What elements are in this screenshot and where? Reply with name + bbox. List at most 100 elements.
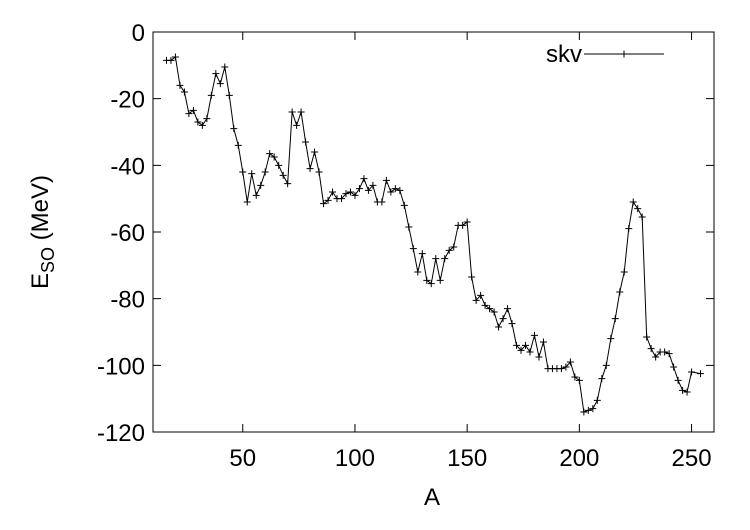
point-marker — [629, 198, 637, 206]
point-marker — [405, 223, 413, 231]
point-marker — [562, 363, 570, 371]
point-marker — [230, 125, 238, 133]
point-marker — [611, 315, 619, 323]
point-marker — [584, 406, 592, 414]
point-marker — [346, 188, 354, 196]
point-marker — [495, 323, 503, 331]
point-marker — [481, 301, 489, 309]
point-marker — [490, 308, 498, 316]
point-marker — [212, 70, 220, 78]
point-marker — [414, 268, 422, 276]
point-marker — [320, 200, 328, 208]
point-marker — [508, 320, 516, 328]
point-marker — [522, 341, 530, 349]
point-marker — [580, 408, 588, 416]
point-marker — [499, 315, 507, 323]
point-marker — [423, 276, 431, 284]
point-marker — [652, 353, 660, 361]
point-marker — [176, 81, 184, 89]
point-marker — [207, 91, 215, 99]
point-marker — [396, 186, 404, 194]
point-marker — [409, 245, 417, 253]
point-marker — [634, 205, 642, 213]
point-marker — [616, 288, 624, 296]
point-marker — [266, 150, 274, 158]
point-marker — [167, 56, 175, 64]
point-marker — [248, 170, 256, 178]
point-marker — [665, 350, 673, 358]
point-marker — [670, 363, 678, 371]
point-marker — [288, 108, 296, 116]
point-marker — [194, 118, 202, 126]
point-marker — [472, 296, 480, 304]
point-marker — [593, 396, 601, 404]
point-marker — [477, 291, 485, 299]
y-label-sub: SO — [38, 247, 58, 273]
point-marker — [360, 175, 368, 183]
point-marker — [643, 333, 651, 341]
point-marker — [252, 191, 260, 199]
point-marker — [638, 213, 646, 221]
point-marker — [180, 88, 188, 96]
point-marker — [203, 115, 211, 123]
point-marker — [225, 91, 233, 99]
point-marker — [337, 195, 345, 203]
point-marker — [391, 185, 399, 193]
point-marker — [607, 335, 615, 343]
y-tick-label: 0 — [132, 20, 145, 47]
point-marker — [697, 370, 705, 378]
point-marker — [674, 376, 682, 384]
point-marker — [436, 276, 444, 284]
point-marker — [275, 161, 283, 169]
point-marker — [441, 255, 449, 263]
point-marker — [625, 225, 633, 233]
point-marker — [647, 345, 655, 353]
x-tick-label: 150 — [447, 445, 487, 472]
point-marker — [400, 201, 408, 209]
y-tick-label: -80 — [110, 287, 145, 314]
point-marker — [364, 186, 372, 194]
point-marker — [311, 148, 319, 156]
y-tick-label: -120 — [97, 420, 145, 447]
point-marker — [535, 353, 543, 361]
point-marker — [526, 348, 534, 356]
point-marker — [463, 218, 471, 226]
point-marker — [450, 243, 458, 251]
point-marker — [387, 188, 395, 196]
point-marker — [216, 80, 224, 88]
point-marker — [293, 121, 301, 129]
point-marker — [261, 168, 269, 176]
point-marker — [504, 305, 512, 313]
point-marker — [306, 165, 314, 173]
point-marker — [459, 221, 467, 229]
point-marker — [302, 138, 310, 146]
point-marker — [589, 405, 597, 413]
point-marker — [351, 191, 359, 199]
point-marker — [486, 305, 494, 313]
point-marker — [517, 346, 525, 354]
point-marker — [342, 190, 350, 198]
point-marker — [329, 188, 337, 196]
point-marker — [355, 185, 363, 193]
x-tick-label: 100 — [335, 445, 375, 472]
point-marker — [427, 280, 435, 288]
point-marker — [575, 376, 583, 384]
x-tick-label: 250 — [672, 445, 712, 472]
point-marker — [189, 106, 197, 114]
y-tick-label: -20 — [110, 87, 145, 114]
point-marker — [171, 53, 179, 61]
point-marker — [315, 168, 323, 176]
y-label-main: E — [27, 273, 54, 289]
point-marker — [234, 141, 242, 149]
point-marker — [382, 176, 390, 184]
x-axis-label: A — [424, 484, 440, 511]
point-marker — [418, 250, 426, 258]
point-marker — [468, 273, 476, 281]
point-marker — [539, 338, 547, 346]
point-marker — [243, 198, 251, 206]
point-marker — [557, 365, 565, 373]
point-marker — [221, 63, 229, 71]
point-marker — [297, 108, 305, 116]
y-axis-label: ESO (MeV) — [27, 175, 58, 289]
